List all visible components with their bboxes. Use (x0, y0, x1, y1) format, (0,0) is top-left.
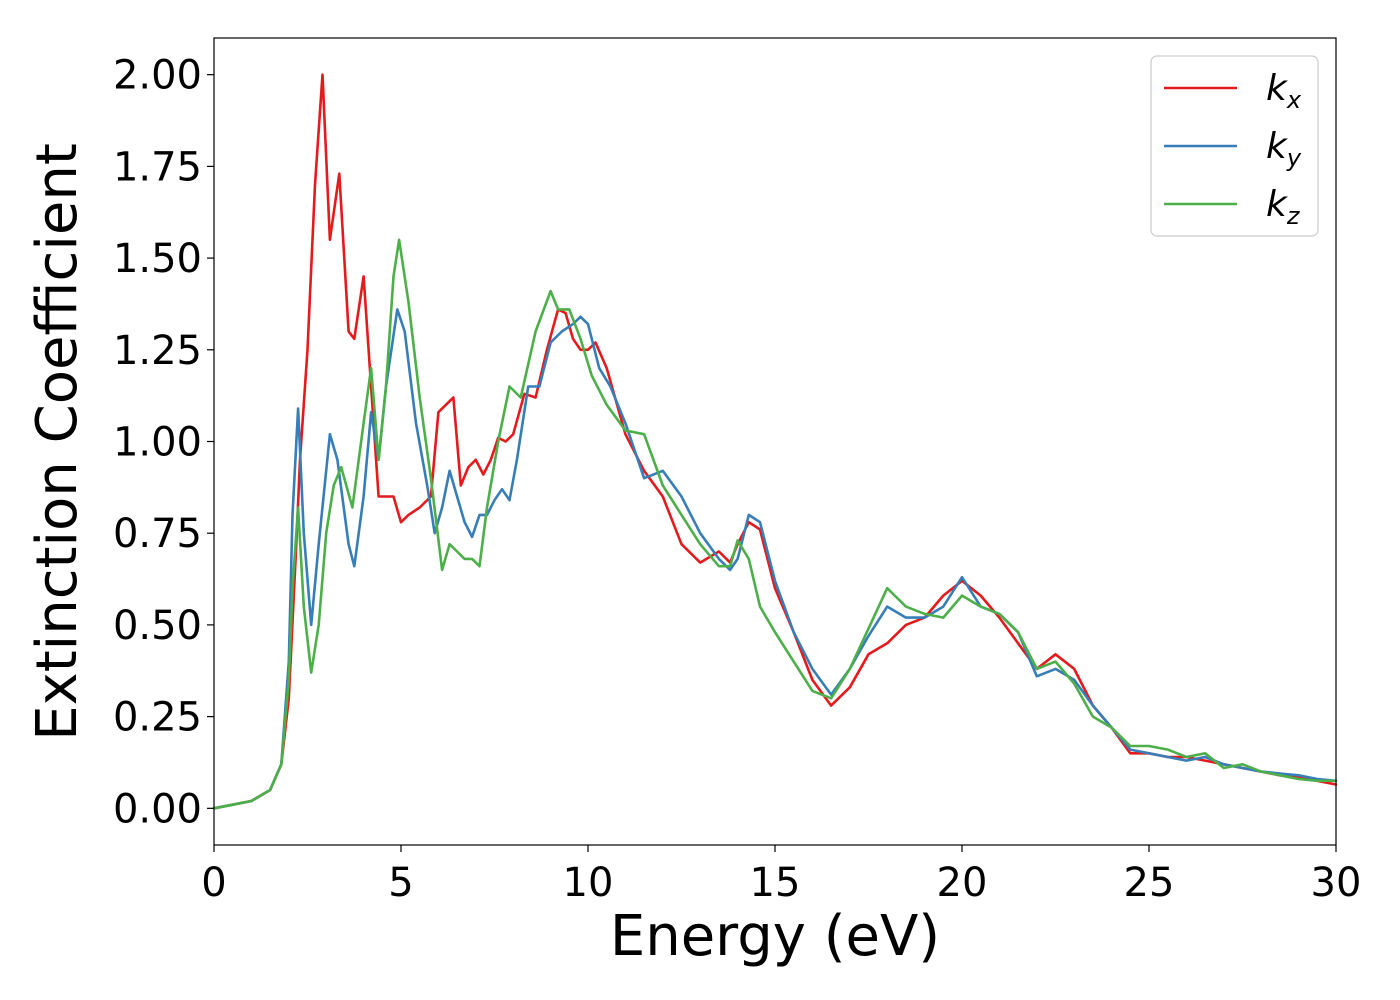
y-tick-label: 1.25 (113, 328, 202, 374)
y-axis-label: Extinction Coefficient (25, 143, 90, 741)
y-tick-label: 0.25 (113, 695, 202, 741)
y-tick-label: 0.75 (113, 511, 202, 557)
x-axis: 0 5 10 15 20 25 30 (201, 845, 1361, 906)
y-tick-label: 0.50 (113, 603, 202, 649)
x-tick-label: 15 (750, 860, 801, 906)
x-tick-label: 25 (1124, 860, 1175, 906)
y-tick-label: 1.50 (113, 236, 202, 282)
series-line-kz (212, 238, 1338, 810)
x-tick-label: 30 (1311, 860, 1362, 906)
x-tick-label: 5 (388, 860, 413, 906)
x-tick-label: 0 (201, 860, 226, 906)
y-axis: 0.00 0.25 0.50 0.75 1.00 1.25 1.50 1.75 2.00 (113, 53, 214, 832)
x-tick-label: 10 (563, 860, 614, 906)
y-tick-label: 2.00 (113, 53, 202, 99)
series-layer (212, 73, 1338, 810)
y-tick-label: 1.00 (113, 420, 202, 466)
x-axis-label: Energy (eV) (610, 904, 940, 969)
x-tick-label: 20 (937, 860, 988, 906)
y-tick-label: 0.00 (113, 786, 202, 832)
y-tick-label: 1.75 (113, 144, 202, 190)
series-line-kx (212, 73, 1338, 810)
series-line-ky (212, 308, 1338, 810)
